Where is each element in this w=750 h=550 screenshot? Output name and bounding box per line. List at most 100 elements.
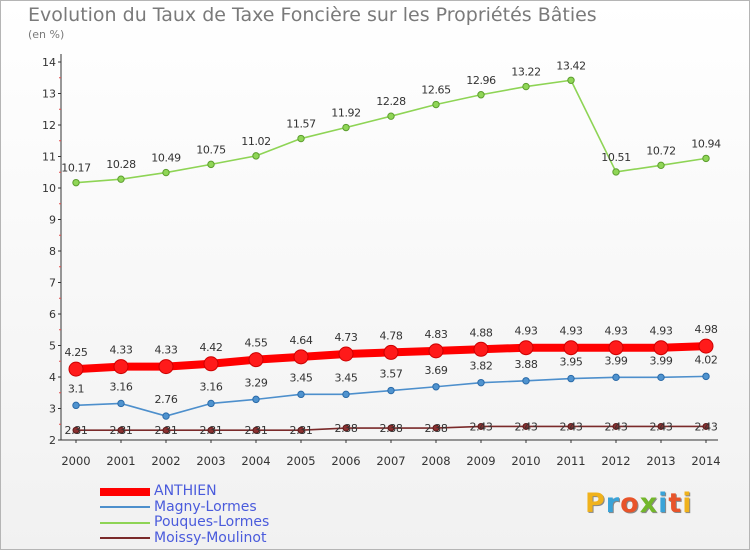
- data-label: 3.1: [68, 382, 84, 395]
- data-point: [612, 373, 620, 382]
- chart-title: Evolution du Taux de Taxe Foncière sur l…: [28, 4, 597, 26]
- data-label: 3.29: [245, 376, 268, 389]
- data-label: 10.72: [646, 144, 676, 157]
- data-point: [432, 383, 440, 391]
- data-point: [477, 91, 485, 99]
- data-point: [207, 426, 215, 434]
- data-point: [657, 161, 665, 170]
- data-point: [162, 426, 170, 434]
- y-tick-label: 8: [49, 245, 56, 258]
- logo-letter: o: [620, 488, 640, 519]
- x-tick-label: 2000: [61, 454, 90, 468]
- data-point: [657, 422, 665, 430]
- data-point: [653, 340, 669, 356]
- data-point: [567, 422, 575, 430]
- data-point: [428, 343, 444, 359]
- data-label: 2.38: [425, 422, 448, 435]
- data-point: [338, 346, 354, 362]
- data-point: [117, 175, 125, 183]
- data-label: 3.99: [650, 354, 673, 367]
- data-label: 2.43: [470, 420, 493, 433]
- data-point: [342, 424, 350, 432]
- data-label: 4.64: [290, 334, 313, 347]
- data-point: [702, 422, 710, 430]
- x-tick-label: 2014: [691, 454, 720, 468]
- data-label: 11.57: [286, 118, 316, 131]
- series-moissy-moulinot: [72, 422, 710, 434]
- data-point: [522, 82, 530, 91]
- legend-label: Moissy-Moulinot: [154, 529, 267, 546]
- data-point: [522, 422, 530, 430]
- data-point: [657, 373, 665, 382]
- x-tick-label: 2004: [241, 454, 270, 468]
- proxiti-logo: Proxiti: [585, 488, 693, 519]
- data-point: [387, 386, 395, 395]
- x-tick-label: 2009: [466, 454, 495, 468]
- data-label: 12.28: [376, 95, 406, 108]
- data-point: [518, 340, 534, 356]
- data-label: 2.43: [605, 420, 628, 433]
- x-tick-label: 2007: [376, 454, 405, 468]
- x-tick-label: 2005: [286, 454, 315, 468]
- data-point: [612, 168, 620, 176]
- data-point: [608, 340, 624, 356]
- data-point: [432, 424, 440, 432]
- data-label: 4.25: [65, 346, 88, 359]
- data-label: 4.98: [695, 323, 718, 336]
- logo-letter: t: [668, 488, 683, 519]
- data-point: [383, 344, 399, 360]
- logo-letter: i: [658, 488, 669, 519]
- data-point: [702, 372, 710, 381]
- data-point: [387, 112, 395, 120]
- data-point: [72, 178, 80, 187]
- y-tick-label: 3: [49, 403, 56, 416]
- data-label: 4.93: [650, 325, 673, 338]
- data-label: 10.49: [151, 152, 181, 165]
- data-label: 12.96: [466, 74, 496, 87]
- logo-letter: P: [585, 488, 606, 519]
- data-point: [297, 134, 305, 143]
- data-label: 2.31: [110, 424, 133, 437]
- data-label: 4.33: [110, 344, 133, 357]
- data-point: [563, 340, 579, 356]
- legend-swatch: [100, 521, 150, 524]
- data-label: 2.43: [695, 420, 718, 433]
- data-label: 2.43: [515, 420, 538, 433]
- legend-swatch: [100, 487, 150, 496]
- data-point: [72, 401, 80, 410]
- chart-legend: ANTHIEN Magny-Lormes Pouques-Lormes Moissy-…: [100, 484, 269, 546]
- y-tick-label: 4: [49, 371, 56, 384]
- data-label: 2.43: [560, 420, 583, 433]
- y-tick-label: 2: [49, 434, 56, 447]
- data-label: 4.02: [695, 353, 718, 366]
- data-label: 2.31: [200, 424, 223, 437]
- x-tick-label: 2002: [151, 454, 180, 468]
- data-point: [612, 422, 620, 430]
- data-point: [342, 390, 350, 399]
- data-label: 3.16: [200, 380, 223, 393]
- data-point: [293, 349, 309, 365]
- data-label: 11.92: [331, 107, 361, 120]
- data-point: [698, 338, 714, 354]
- data-label: 3.45: [290, 371, 313, 384]
- legend-item-magny-lormes: Magny-Lormes: [100, 499, 269, 516]
- data-label: 3.99: [605, 354, 628, 367]
- x-tick-label: 2013: [646, 454, 675, 468]
- y-tick-label: 7: [49, 277, 56, 290]
- y-tick-label: 11: [42, 151, 56, 164]
- y-tick-label: 5: [49, 340, 56, 353]
- logo-letter: x: [639, 488, 659, 519]
- data-label: 3.69: [425, 364, 448, 377]
- legend-label: Pouques-Lormes: [154, 514, 270, 531]
- x-tick-label: 2008: [421, 454, 450, 468]
- data-label: 13.42: [556, 59, 586, 72]
- data-label: 3.45: [335, 371, 358, 384]
- data-label: 2.43: [650, 420, 673, 433]
- data-label: 10.75: [196, 143, 226, 156]
- data-point: [702, 154, 710, 163]
- data-point: [113, 359, 129, 375]
- data-point: [248, 352, 264, 368]
- data-label: 4.55: [245, 337, 268, 350]
